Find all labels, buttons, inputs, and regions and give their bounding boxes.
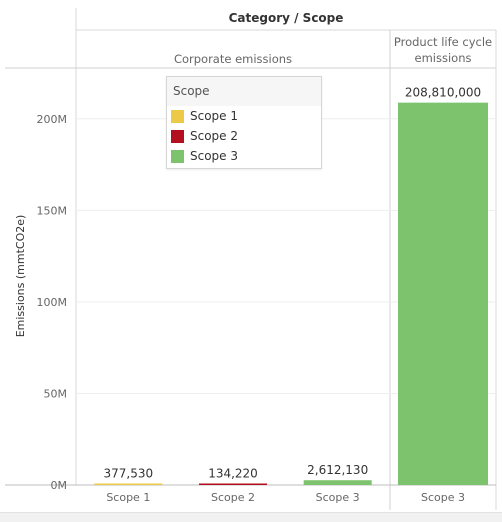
legend-label-scope-1: Scope 1 (190, 109, 239, 123)
legend-item-scope-2[interactable]: Scope 2 (167, 126, 321, 146)
group-header: Product life cycle (394, 35, 492, 49)
group-header: emissions (415, 51, 472, 65)
group-header: Corporate emissions (174, 52, 292, 66)
legend-label-scope-3: Scope 3 (190, 149, 239, 163)
y-tick-label: 200M (37, 113, 68, 126)
bottom-scroll-strip (0, 512, 502, 522)
y-tick-label: 100M (37, 296, 68, 309)
bar (398, 102, 488, 485)
bar (94, 483, 163, 485)
data-label: 208,810,000 (405, 86, 481, 100)
bar (199, 483, 267, 485)
legend[interactable]: Scope Scope 1 Scope 2 Scope 3 (166, 76, 322, 169)
legend-label-scope-2: Scope 2 (190, 129, 239, 143)
legend-swatch-scope-3 (171, 149, 184, 163)
data-label: 377,530 (104, 467, 154, 481)
x-tick-label: Scope 3 (421, 491, 465, 504)
data-label: 2,612,130 (307, 463, 368, 477)
y-tick-label: 50M (44, 387, 68, 400)
data-label: 134,220 (208, 467, 258, 481)
chart-title: Category / Scope (229, 11, 344, 25)
legend-swatch-scope-2 (171, 129, 184, 143)
legend-item-scope-1[interactable]: Scope 1 (167, 106, 321, 126)
x-tick-label: Scope 3 (316, 491, 360, 504)
bar (303, 480, 372, 485)
legend-title: Scope (167, 77, 321, 106)
y-tick-label: 0M (51, 479, 68, 492)
y-tick-label: 150M (37, 204, 68, 217)
y-axis-label: Emissions (mmtCO2e) (14, 215, 27, 338)
x-tick-label: Scope 1 (106, 491, 150, 504)
x-tick-label: Scope 2 (211, 491, 255, 504)
legend-swatch-scope-1 (171, 109, 184, 123)
legend-item-scope-3[interactable]: Scope 3 (167, 146, 321, 166)
